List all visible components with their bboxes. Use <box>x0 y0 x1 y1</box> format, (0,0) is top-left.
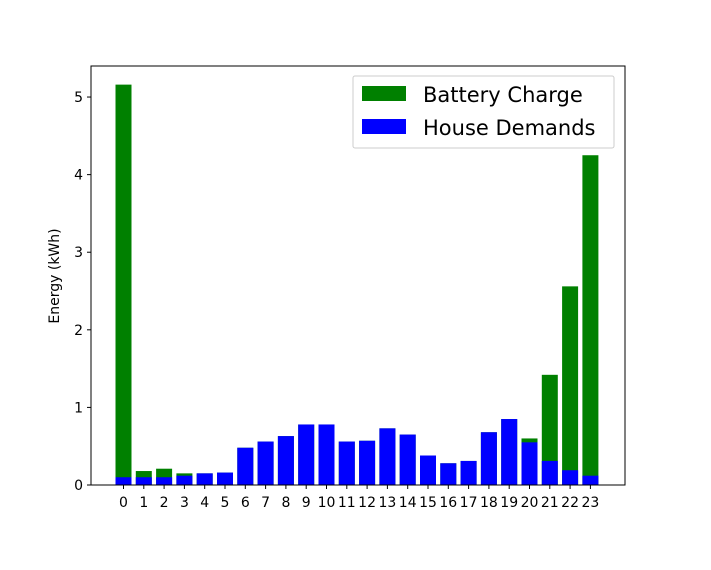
bar-house-demands-23 <box>582 475 599 485</box>
legend: Battery Charge House Demands <box>352 75 615 149</box>
bar-house-demands-0 <box>115 477 132 485</box>
bar-battery-charge-21 <box>541 374 558 485</box>
x-tick-label-21: 21 <box>541 495 559 511</box>
x-tick-label-2: 2 <box>160 495 169 511</box>
x-tick-label-4: 4 <box>200 495 209 511</box>
legend-swatch-house-demands <box>362 119 406 134</box>
x-tick-label-10: 10 <box>318 495 336 511</box>
bar-house-demands-15 <box>420 455 436 485</box>
y-tick-label-3: 3 <box>74 245 83 261</box>
x-tick-label-11: 11 <box>338 495 356 511</box>
bar-battery-charge-23 <box>582 155 599 485</box>
x-tick-label-8: 8 <box>281 495 290 511</box>
bar-house-demands-8 <box>277 436 294 485</box>
x-tick-label-16: 16 <box>439 495 457 511</box>
x-tick-label-1: 1 <box>139 495 148 511</box>
x-tick-label-17: 17 <box>460 495 478 511</box>
x-tick-label-7: 7 <box>261 495 270 511</box>
bar-house-demands-6 <box>237 447 254 485</box>
legend-label-house-demands: House Demands <box>423 116 595 140</box>
x-tick-label-15: 15 <box>419 495 437 511</box>
bar-house-demands-12 <box>359 440 376 485</box>
y-tick-label-0: 0 <box>74 478 83 494</box>
bar-house-demands-18 <box>480 432 497 485</box>
bar-house-demands-11 <box>338 441 355 485</box>
x-tick-label-18: 18 <box>480 495 498 511</box>
x-tick-label-22: 22 <box>561 495 579 511</box>
y-tick-label-1: 1 <box>74 400 83 416</box>
x-tick-label-23: 23 <box>581 495 599 511</box>
bar-house-demands-16 <box>440 463 457 485</box>
legend-label-battery-charge: Battery Charge <box>423 83 583 107</box>
bar-house-demands-21 <box>541 460 558 485</box>
y-axis-label: Energy (kWh) <box>47 228 63 323</box>
y-tick-label-2: 2 <box>74 323 83 339</box>
x-tick-label-6: 6 <box>241 495 250 511</box>
legend-box <box>352 75 615 149</box>
legend-swatch-battery-charge <box>362 86 406 101</box>
bar-house-demands-14 <box>399 434 416 485</box>
bar-house-demands-2 <box>156 477 173 485</box>
y-tick-label-5: 5 <box>74 90 83 106</box>
x-tick-label-0: 0 <box>119 495 128 511</box>
x-tick-label-19: 19 <box>500 495 518 511</box>
x-tick-label-5: 5 <box>221 495 230 511</box>
bar-house-demands-5 <box>217 472 233 485</box>
bar-house-demands-22 <box>562 470 579 485</box>
bar-house-demands-4 <box>196 473 213 485</box>
bar-house-demands-1 <box>135 477 152 485</box>
bar-house-demands-20 <box>521 442 538 485</box>
x-tick-label-3: 3 <box>180 495 189 511</box>
x-axis-ticks: 0 1 2 3 4 5 6 7 8 9 10 11 12 13 14 15 16 17 18 19 20 21 22 23 <box>119 485 599 511</box>
x-tick-label-13: 13 <box>378 495 396 511</box>
bar-house-demands-13 <box>379 428 396 485</box>
x-tick-label-12: 12 <box>358 495 376 511</box>
x-tick-label-14: 14 <box>399 495 417 511</box>
x-tick-label-9: 9 <box>302 495 311 511</box>
bar-house-demands-17 <box>460 460 477 485</box>
y-axis-ticks: 0 1 2 3 4 5 <box>74 90 91 494</box>
y-tick-label-4: 4 <box>74 168 83 184</box>
bar-battery-charge-0 <box>115 84 132 485</box>
bars-group <box>115 84 599 485</box>
bar-house-demands-10 <box>318 424 335 485</box>
plot-frame <box>90 65 626 486</box>
x-tick-label-20: 20 <box>521 495 539 511</box>
bar-battery-charge-22 <box>562 286 579 485</box>
bar-house-demands-9 <box>298 424 315 485</box>
bar-house-demands-19 <box>501 419 518 485</box>
bar-house-demands-7 <box>257 441 274 485</box>
bar-house-demands-3 <box>176 475 193 485</box>
